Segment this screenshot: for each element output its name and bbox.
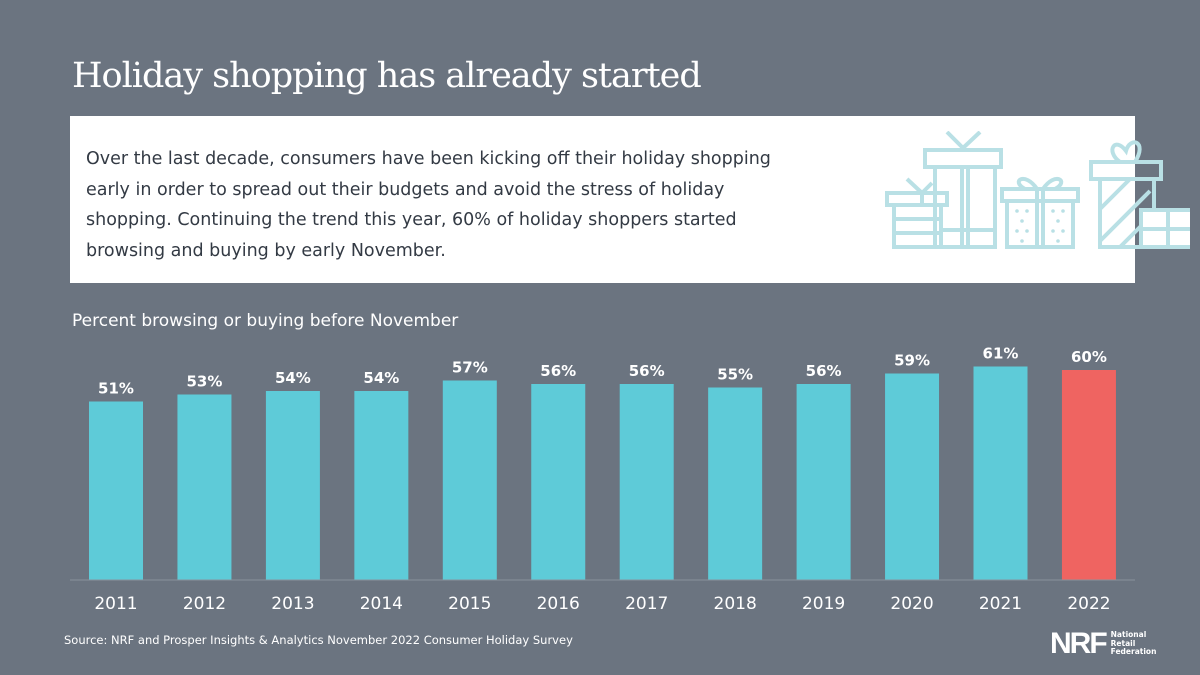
data-label-2021: 61% (983, 345, 1019, 363)
bar-2013 (265, 391, 320, 580)
bar-2012 (177, 394, 232, 580)
x-tick-2016: 2016 (537, 594, 580, 614)
x-tick-2017: 2017 (625, 594, 668, 614)
source-note: Source: NRF and Prosper Insights & Analy… (64, 633, 573, 647)
nrf-logo: NRF National Retail Federation (1050, 627, 1157, 660)
x-tick-2014: 2014 (360, 594, 403, 614)
bar-2014 (354, 391, 409, 580)
x-tick-2011: 2011 (94, 594, 137, 614)
bar-2018 (708, 387, 763, 580)
data-label-2020: 59% (894, 352, 930, 370)
gift-boxes-icon (885, 131, 1190, 249)
bar-2015 (442, 380, 497, 580)
intro-box: Over the last decade, consumers have bee… (70, 116, 1190, 283)
bar-2021 (973, 366, 1028, 580)
x-tick-2018: 2018 (714, 594, 757, 614)
data-label-2012: 53% (186, 373, 222, 391)
data-label-2017: 56% (629, 362, 665, 380)
data-label-2022: 60% (1071, 348, 1107, 366)
data-label-2014: 54% (363, 369, 399, 387)
x-tick-2015: 2015 (448, 594, 491, 614)
bar-2019 (796, 384, 851, 580)
data-label-2016: 56% (540, 362, 576, 380)
chart-title: Percent browsing or buying before Novemb… (72, 311, 459, 331)
bar-2011 (89, 401, 143, 580)
intro-text: Over the last decade, consumers have bee… (86, 149, 771, 261)
x-tick-2022: 2022 (1067, 594, 1110, 614)
bar-2020 (885, 373, 940, 580)
bar-2022 (1061, 370, 1116, 580)
x-tick-2020: 2020 (890, 594, 933, 614)
x-tick-2019: 2019 (802, 594, 845, 614)
x-tick-2012: 2012 (183, 594, 226, 614)
page-title: Holiday shopping has already started (72, 56, 702, 96)
data-label-2011: 51% (98, 380, 134, 398)
data-label-2019: 56% (806, 362, 842, 380)
bar-2017 (619, 384, 674, 580)
bar-2016 (531, 384, 586, 580)
x-tick-2013: 2013 (271, 594, 314, 614)
data-label-2013: 54% (275, 369, 311, 387)
data-label-2018: 55% (717, 366, 753, 384)
x-tick-2021: 2021 (979, 594, 1022, 614)
data-label-2015: 57% (452, 359, 488, 377)
